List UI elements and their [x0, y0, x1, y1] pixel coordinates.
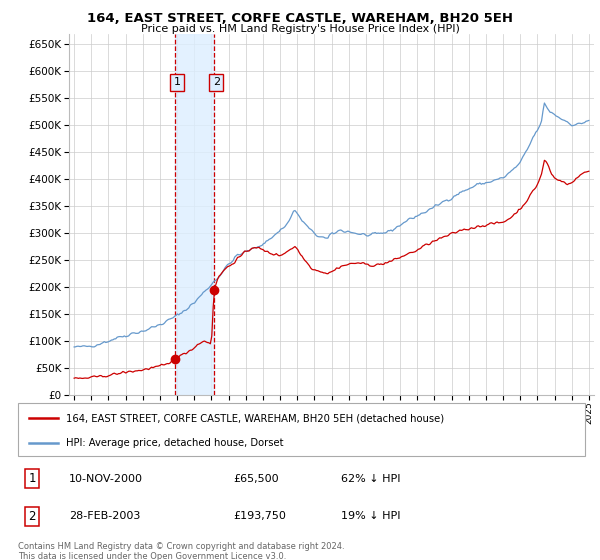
Text: 164, EAST STREET, CORFE CASTLE, WAREHAM, BH20 5EH (detached house): 164, EAST STREET, CORFE CASTLE, WAREHAM,… [66, 413, 445, 423]
Text: Price paid vs. HM Land Registry's House Price Index (HPI): Price paid vs. HM Land Registry's House … [140, 24, 460, 34]
Text: 28-FEB-2003: 28-FEB-2003 [69, 511, 140, 521]
Text: HPI: Average price, detached house, Dorset: HPI: Average price, detached house, Dors… [66, 438, 284, 448]
Text: 1: 1 [28, 472, 36, 485]
Bar [175, 34, 214, 395]
Text: 19% ↓ HPI: 19% ↓ HPI [341, 511, 401, 521]
Text: £193,750: £193,750 [233, 511, 286, 521]
Text: 10-NOV-2000: 10-NOV-2000 [69, 474, 143, 484]
Text: 164, EAST STREET, CORFE CASTLE, WAREHAM, BH20 5EH: 164, EAST STREET, CORFE CASTLE, WAREHAM,… [87, 12, 513, 25]
Text: 2: 2 [212, 77, 220, 87]
Text: Contains HM Land Registry data © Crown copyright and database right 2024.
This d: Contains HM Land Registry data © Crown c… [18, 542, 344, 560]
Text: 2: 2 [28, 510, 36, 523]
Text: 62% ↓ HPI: 62% ↓ HPI [341, 474, 401, 484]
FancyBboxPatch shape [18, 403, 585, 456]
Text: £65,500: £65,500 [233, 474, 279, 484]
Text: 1: 1 [173, 77, 181, 87]
